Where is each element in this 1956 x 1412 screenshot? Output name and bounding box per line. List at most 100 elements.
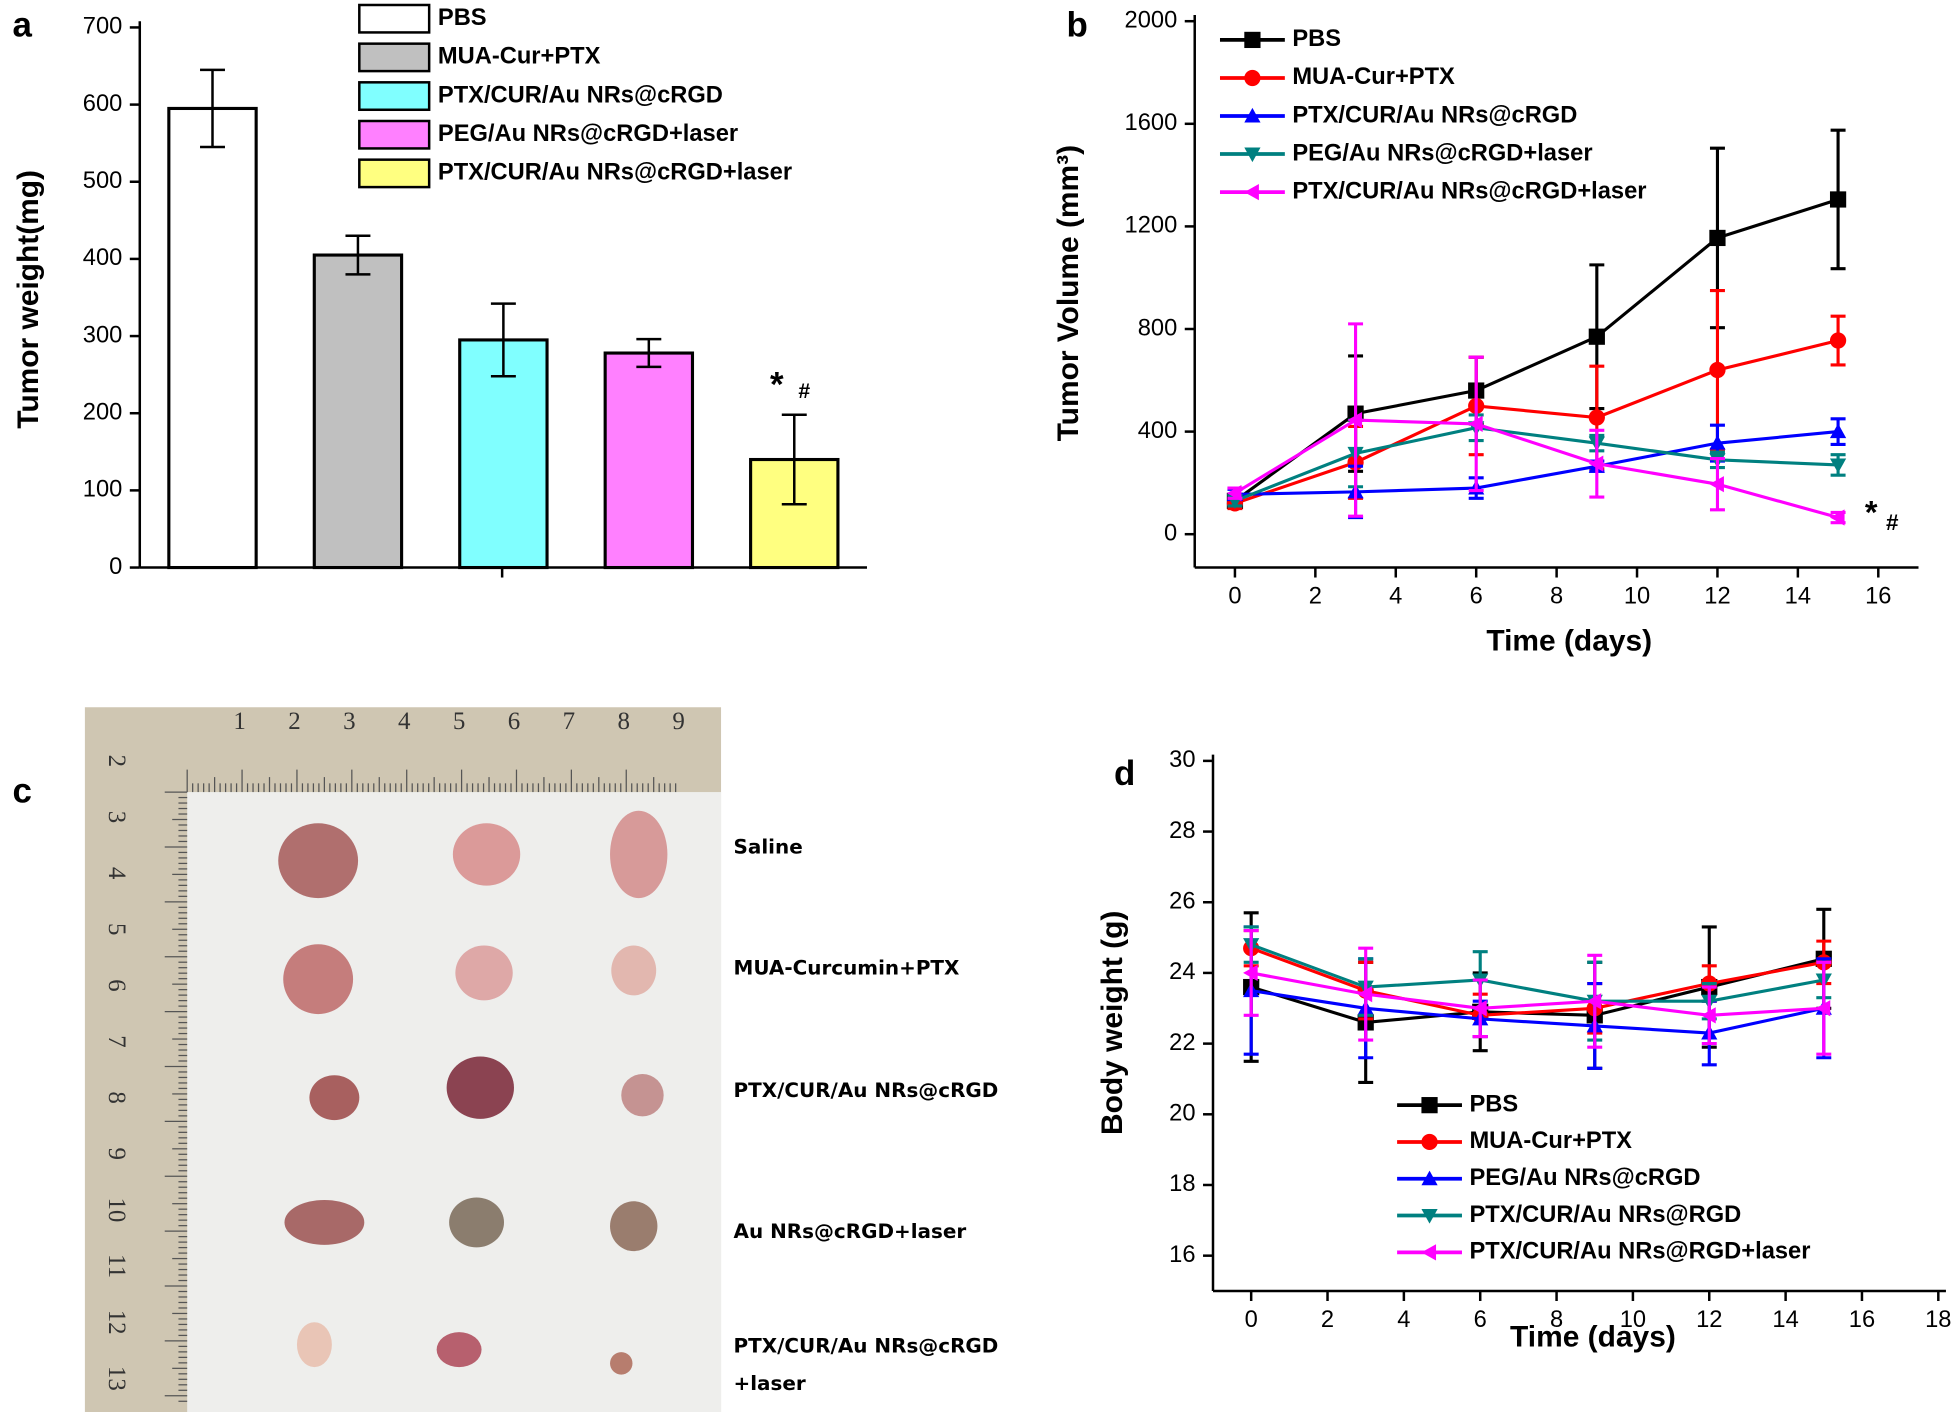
- photo-label: +laser: [734, 1371, 806, 1395]
- series-line: [1234, 426, 1839, 503]
- marker: [1829, 458, 1847, 474]
- y-tick-label: 20: [1169, 1101, 1195, 1127]
- tumor: [610, 810, 668, 899]
- ruler-number: 5: [103, 923, 130, 935]
- marker: [1357, 986, 1373, 1003]
- marker: [1243, 964, 1258, 982]
- series-line: [1234, 339, 1839, 505]
- y-tick-label: 26: [1169, 889, 1195, 915]
- bar: [458, 338, 549, 570]
- panel-label: d: [1114, 754, 1135, 793]
- x-tick-label: 0: [1245, 1307, 1258, 1333]
- x-tick-label: 16: [1865, 584, 1891, 610]
- ruler-number: 5: [453, 708, 465, 735]
- ruler-number: 6: [508, 708, 520, 735]
- y-tick-label: 200: [83, 399, 123, 425]
- tumor: [283, 944, 354, 1015]
- y-tick-label: 1600: [1125, 110, 1178, 136]
- legend-label: PTX/CUR/Au NRs@cRGD+laser: [1292, 178, 1646, 204]
- series-line: [1234, 418, 1839, 520]
- ruler-number: 3: [343, 708, 355, 735]
- ruler-number: 9: [103, 1148, 130, 1160]
- ruler-number: 3: [103, 811, 130, 823]
- marker: [1421, 1209, 1438, 1224]
- legend-swatch: [358, 42, 431, 73]
- ruler-number: 1: [233, 708, 245, 735]
- x-tick-label: 12: [1704, 584, 1730, 610]
- legend-label: PBS: [438, 5, 487, 31]
- tumor: [610, 1352, 633, 1375]
- marker: [1468, 415, 1483, 433]
- y-tick-label: 2000: [1125, 7, 1178, 33]
- y-tick-label: 28: [1169, 818, 1195, 844]
- bar: [167, 106, 258, 570]
- legend-swatch: [358, 158, 431, 189]
- y-axis-label: Tumor Volume (mm³): [1052, 145, 1085, 441]
- ruler-number: 13: [103, 1366, 130, 1391]
- panel-label: c: [13, 772, 32, 811]
- panel-label: b: [1067, 6, 1088, 45]
- x-tick-label: 8: [1550, 584, 1563, 610]
- series-line: [1234, 430, 1839, 497]
- legend-label: PEG/Au NRs@cRGD+laser: [438, 121, 738, 147]
- marker: [1588, 409, 1605, 426]
- marker: [1244, 183, 1259, 201]
- error-bar: [781, 413, 807, 506]
- x-tick-label: 2: [1321, 1307, 1334, 1333]
- annotation: #: [798, 380, 810, 403]
- marker: [1588, 328, 1605, 345]
- x-tick-label: 4: [1389, 584, 1402, 610]
- series-line: [1234, 197, 1839, 503]
- x-axis-label: Time (days): [1510, 1320, 1676, 1353]
- legend-label: PTX/CUR/Au NRs@cRGD: [438, 82, 723, 108]
- error-bar: [345, 234, 371, 276]
- y-tick-label: 24: [1169, 959, 1195, 985]
- marker: [1244, 107, 1261, 123]
- marker: [1347, 411, 1363, 429]
- x-tick-label: 10: [1624, 584, 1650, 610]
- ruler-number: 7: [103, 1035, 130, 1047]
- marker: [1829, 191, 1847, 208]
- marker: [1421, 1097, 1438, 1114]
- x-axis-label: Time (days): [1486, 624, 1652, 657]
- x-tick-label: 14: [1772, 1307, 1798, 1333]
- x-tick-label: 16: [1849, 1307, 1875, 1333]
- annotation: #: [1886, 510, 1899, 535]
- x-tick-label: 8: [1550, 1307, 1563, 1333]
- ruler-number: 2: [288, 708, 300, 735]
- y-axis-label: Body weight (g): [1096, 911, 1129, 1135]
- tumor: [309, 1075, 360, 1121]
- marker: [1709, 435, 1726, 450]
- series-line: [1250, 957, 1825, 1024]
- y-tick-label: 22: [1169, 1030, 1195, 1056]
- marker: [1709, 476, 1724, 493]
- y-tick-label: 30: [1169, 747, 1195, 773]
- series-line: [1250, 946, 1825, 1017]
- y-tick-label: 0: [1164, 520, 1177, 546]
- x-tick-label: 0: [1228, 584, 1241, 610]
- legend-label: PEG/Au NRs@cRGD+laser: [1292, 140, 1592, 166]
- ruler-number: 6: [103, 979, 130, 991]
- tumor: [449, 1197, 505, 1248]
- ruler-number: 8: [618, 708, 630, 735]
- bar: [312, 253, 404, 570]
- error-bar: [490, 302, 516, 378]
- ruler-number: 12: [103, 1310, 130, 1335]
- tumor: [452, 823, 521, 886]
- marker: [1709, 361, 1726, 379]
- marker: [1244, 69, 1261, 87]
- y-tick-label: 400: [83, 245, 123, 271]
- legend-label: PTX/CUR/Au NRs@cRGD+laser: [438, 160, 792, 186]
- x-tick-label: 14: [1785, 584, 1811, 610]
- tumor: [284, 1199, 365, 1245]
- ruler-number: 7: [563, 708, 575, 735]
- photo-label: Saline: [734, 835, 803, 859]
- x-tick-label: 6: [1474, 1307, 1487, 1333]
- x-tick-label: 12: [1696, 1307, 1722, 1333]
- marker: [1829, 423, 1847, 439]
- tumor: [610, 1201, 658, 1252]
- y-tick-label: 1200: [1125, 213, 1178, 239]
- marker: [1421, 1244, 1437, 1261]
- y-tick-label: 300: [83, 322, 123, 348]
